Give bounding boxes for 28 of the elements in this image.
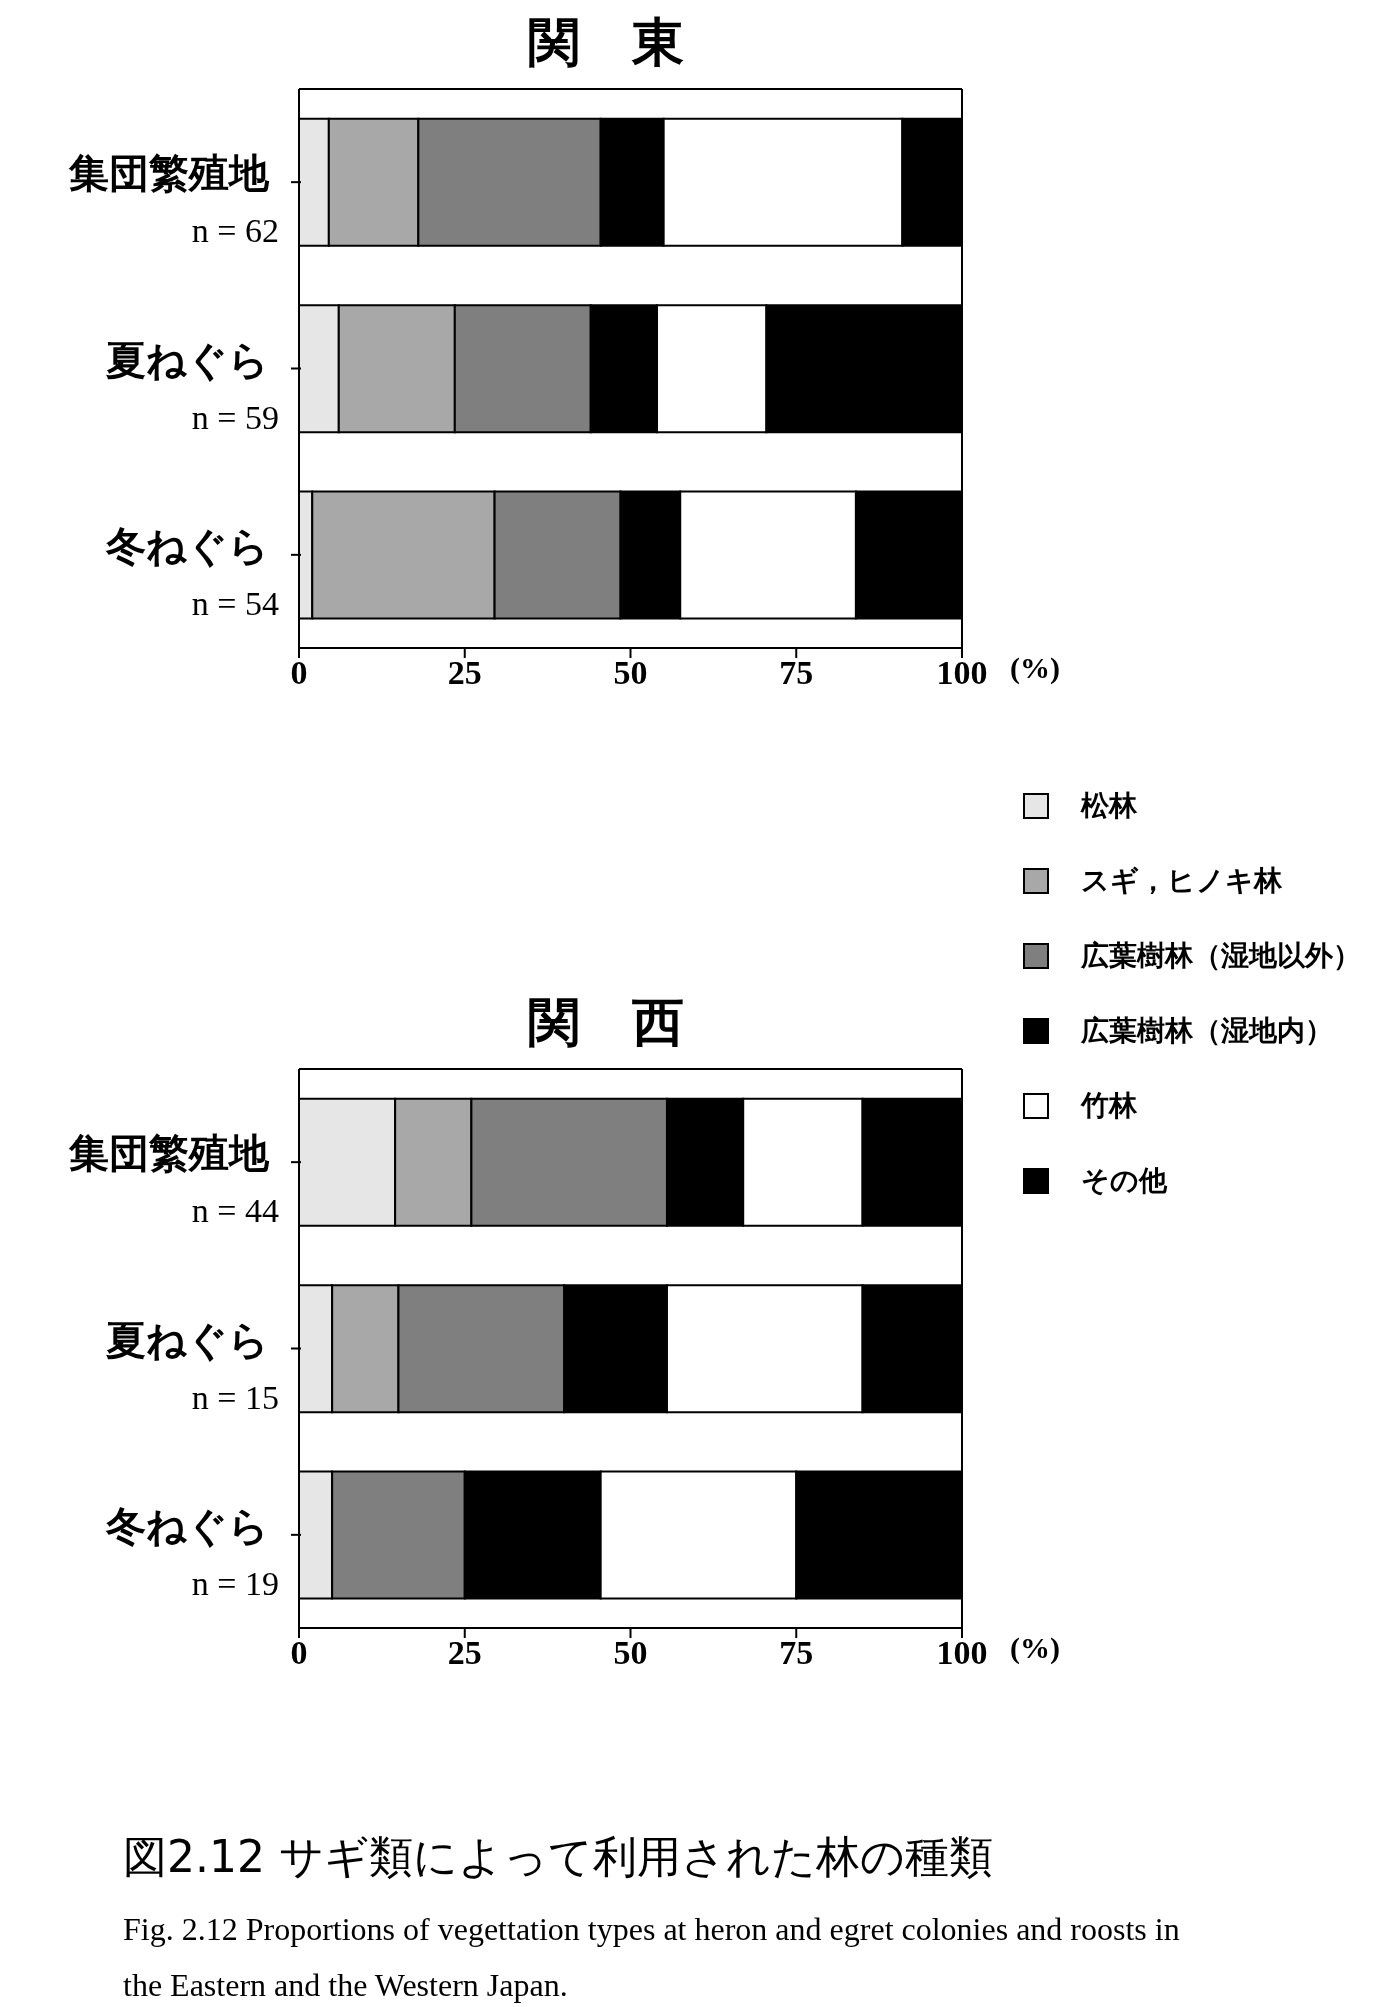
x-tick-label: 75 [779, 654, 814, 692]
chart-title: 関 東 [527, 11, 685, 74]
legend-label: 松林 [1081, 787, 1137, 824]
x-tick-label: 25 [447, 654, 482, 692]
y-tick-label: 夏ねぐら n = 59 [106, 336, 279, 436]
x-tick-label: 50 [613, 654, 648, 692]
legend-label: スギ，ヒノキ林 [1081, 862, 1282, 899]
y-tick-label: 夏ねぐら n = 15 [106, 1316, 279, 1416]
x-tick-label: 25 [447, 1634, 482, 1672]
y-tick-label: 集団繁殖地 n = 44 [68, 1130, 279, 1230]
y-tick-label: 冬ねぐら n = 54 [105, 522, 279, 622]
x-tick-label: 50 [613, 1634, 648, 1672]
x-axis-title: (%) [1010, 651, 1060, 685]
y-tick-label: 冬ねぐら n = 19 [105, 1502, 279, 1602]
caption: Fig. 2.12 Proportions of vegettation types at heron and egret colonies and roosts in the Eastern and the Western Japan. [123, 1910, 1181, 2005]
x-tick-label: 75 [779, 1634, 814, 1672]
legend-label: 広葉樹林（湿地内） [1081, 1012, 1333, 1049]
legend-label: 広葉樹林（湿地以外） [1081, 937, 1361, 974]
x-tick-label: 100 [936, 654, 988, 692]
x-tick-label: 0 [290, 654, 308, 692]
caption: 図2.12 サギ類によって利用された林の種類 [123, 1830, 994, 1884]
legend-label: その他 [1081, 1162, 1167, 1199]
x-tick-label: 100 [936, 1634, 988, 1672]
legend-label: 竹林 [1081, 1087, 1137, 1124]
x-tick-label: 0 [290, 1634, 308, 1672]
x-axis-title: (%) [1010, 1631, 1060, 1665]
y-tick-label: 集団繁殖地 n = 62 [68, 150, 279, 250]
chart-title: 関 西 [527, 991, 685, 1054]
